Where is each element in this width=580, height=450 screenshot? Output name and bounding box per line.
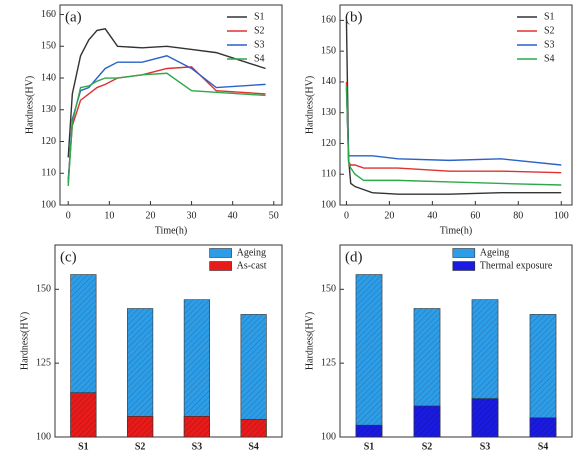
bar-hatch: [240, 419, 267, 437]
bar-hatch: [127, 416, 153, 437]
x-tick-label: S3: [192, 441, 203, 450]
x-axis-label: Time(h): [440, 225, 472, 236]
legend-label: S4: [254, 53, 265, 64]
plot-frame: [339, 4, 573, 206]
y-axis-label: Hardness(HV): [304, 312, 315, 370]
x-tick-label: S2: [422, 441, 433, 450]
series-line: [345, 84, 562, 186]
series-line: [67, 28, 266, 158]
y-tick-label: 100: [36, 431, 51, 442]
legend-label: S2: [254, 25, 265, 36]
y-tick-label: 110: [41, 168, 56, 179]
x-tick-label: S4: [538, 441, 549, 450]
bar-hatch: [529, 314, 557, 437]
series-line: [345, 88, 562, 166]
legend-label: S3: [544, 39, 555, 50]
bar-hatch: [413, 405, 441, 437]
bar-hatch: [471, 398, 499, 437]
panel-label: (d): [345, 249, 363, 265]
x-tick-label: 0: [66, 210, 71, 221]
x-tick-label: 40: [228, 210, 238, 221]
legend-label: Thermal exposure: [480, 260, 553, 271]
x-tick-label: S2: [135, 441, 146, 450]
y-tick-label: 150: [321, 284, 336, 295]
y-tick-label: 130: [321, 107, 336, 118]
x-tick-label: 80: [513, 210, 523, 221]
y-tick-label: 120: [41, 136, 56, 147]
series-line: [67, 66, 266, 180]
x-axis-label: Time(h): [155, 225, 187, 236]
bar-hatch: [529, 417, 557, 437]
legend-swatch: [452, 261, 476, 271]
y-tick-label: 100: [41, 199, 56, 210]
bar-hatch: [240, 314, 267, 437]
series-line: [67, 72, 266, 186]
legend-swatch: [452, 248, 476, 258]
legend-label: S1: [254, 11, 265, 22]
plot-frame: [339, 244, 573, 438]
legend-swatch: [209, 248, 232, 258]
legend-label: S3: [254, 39, 265, 50]
y-tick-label: 120: [321, 138, 336, 149]
series-line: [345, 81, 562, 174]
plot-frame: [54, 244, 283, 438]
bar-hatch: [355, 274, 383, 437]
y-tick-label: 140: [41, 72, 56, 83]
bar-hatch: [184, 416, 210, 437]
y-tick-label: 140: [321, 76, 336, 87]
x-tick-label: 20: [384, 210, 394, 221]
bar-hatch: [184, 299, 210, 437]
y-axis-label: Hardness(HV): [19, 312, 30, 370]
legend-label: S4: [544, 53, 555, 64]
y-axis-label: Hardness(HV): [304, 76, 315, 134]
x-tick-label: 30: [187, 210, 197, 221]
y-tick-label: 125: [36, 357, 51, 368]
plot-frame: [59, 4, 283, 206]
legend-label: Ageing: [480, 247, 509, 258]
x-tick-label: 100: [554, 210, 569, 221]
x-tick-label: 50: [269, 210, 279, 221]
y-tick-label: 130: [41, 104, 56, 115]
y-tick-label: 100: [321, 199, 336, 210]
bar-hatch: [355, 425, 383, 437]
bar-hatch: [127, 308, 153, 437]
y-tick-label: 160: [41, 9, 56, 20]
series-line: [67, 55, 266, 183]
legend-swatch: [209, 261, 232, 271]
x-tick-label: 10: [104, 210, 114, 221]
bar-hatch: [70, 392, 97, 437]
x-tick-label: 60: [470, 210, 480, 221]
x-tick-label: 0: [344, 210, 349, 221]
legend-label: As-cast: [237, 260, 267, 271]
y-tick-label: 100: [321, 431, 336, 442]
x-tick-label: S3: [480, 441, 491, 450]
x-tick-label: S1: [364, 441, 375, 450]
y-tick-label: 150: [41, 41, 56, 52]
legend-label: S2: [544, 25, 555, 36]
series-line: [345, 20, 562, 195]
x-tick-label: S4: [248, 441, 259, 450]
y-tick-label: 160: [321, 15, 336, 26]
y-tick-label: 110: [321, 169, 336, 180]
x-tick-label: 20: [145, 210, 155, 221]
panel-label: (b): [345, 9, 363, 25]
y-axis-label: Hardness(HV): [24, 76, 35, 134]
panel-label: (c): [60, 249, 77, 265]
y-tick-label: 150: [36, 284, 51, 295]
x-tick-label: S1: [78, 441, 89, 450]
y-tick-label: 150: [321, 45, 336, 56]
legend-label: S1: [544, 11, 555, 22]
x-tick-label: 40: [427, 210, 437, 221]
panel-label: (a): [65, 9, 82, 25]
y-tick-label: 125: [321, 357, 336, 368]
legend-label: Ageing: [237, 247, 266, 258]
